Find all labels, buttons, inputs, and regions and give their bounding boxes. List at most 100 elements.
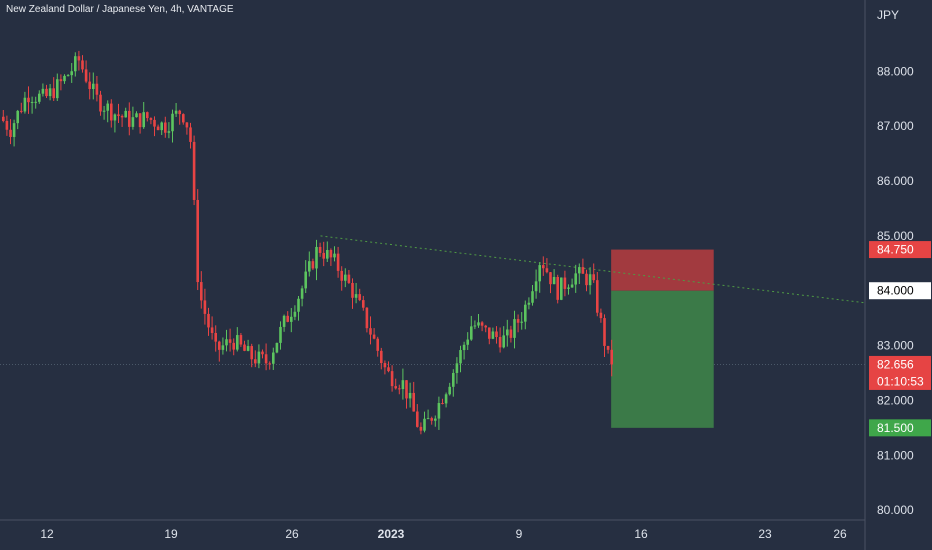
candle-body <box>394 386 397 389</box>
candle-body <box>340 270 343 281</box>
candle-body <box>336 253 340 271</box>
candle-body <box>326 250 329 259</box>
candle-body <box>23 97 27 112</box>
target-price-badge <box>869 419 931 437</box>
candle-body <box>164 122 167 133</box>
candle-body <box>106 103 109 111</box>
candle-body <box>542 265 545 269</box>
candle-body <box>372 334 376 339</box>
candle-body <box>534 281 538 292</box>
candle-body <box>124 110 127 118</box>
candle-body <box>225 339 228 346</box>
candle-body <box>552 276 556 285</box>
candle-body <box>27 97 30 103</box>
candle-body <box>509 329 513 338</box>
candle-body <box>236 335 239 350</box>
candle-body <box>520 321 523 323</box>
candle-body <box>516 319 520 323</box>
candle-body <box>185 122 189 128</box>
candle-body <box>444 394 448 404</box>
candle-body <box>329 250 333 258</box>
candle-body <box>462 344 466 351</box>
candle-body <box>293 311 297 317</box>
trendline[interactable] <box>320 235 866 304</box>
candle-body <box>66 75 70 77</box>
candle-body <box>95 83 99 95</box>
y-tick-label: 86.000 <box>877 174 914 188</box>
candle-body <box>113 114 117 121</box>
candle-body <box>549 272 552 285</box>
candle-body <box>596 280 599 313</box>
stop-price-label: 84.750 <box>877 243 914 257</box>
candle-body <box>588 274 592 286</box>
candle-body <box>599 312 603 319</box>
x-tick-label: 19 <box>164 527 178 541</box>
entry-price-label: 84.000 <box>877 284 914 298</box>
candle-body <box>304 271 307 289</box>
candle-body <box>2 116 5 121</box>
candle-body <box>272 352 275 364</box>
candle-body <box>473 325 477 327</box>
candle-body <box>156 126 160 131</box>
candle-body <box>380 350 383 364</box>
candle-body <box>92 83 95 90</box>
candle-body <box>120 115 124 118</box>
y-tick-label: 88.000 <box>877 64 914 78</box>
candle-body <box>178 110 181 115</box>
candle-body <box>279 326 282 343</box>
candle-body <box>484 325 487 328</box>
candle-body <box>290 316 293 322</box>
candle-body <box>419 426 423 431</box>
candle-body <box>592 274 595 281</box>
candle-body <box>488 327 491 339</box>
y-tick-label: 85.000 <box>877 229 914 243</box>
candle-body <box>333 253 336 258</box>
candle-body <box>228 339 232 343</box>
candle-body <box>563 277 567 289</box>
candle-body <box>142 112 145 128</box>
candle-body <box>110 103 113 121</box>
candle-body <box>160 122 163 131</box>
candle-body <box>286 315 289 322</box>
candle-body <box>214 333 217 342</box>
candle-body <box>423 418 426 431</box>
candle-body <box>9 129 12 137</box>
candle-body <box>610 349 613 365</box>
candle-body <box>200 282 203 301</box>
candle-body <box>495 331 498 338</box>
x-tick-label: 9 <box>516 527 523 541</box>
y-tick-label: 83.000 <box>877 339 914 353</box>
candle-body <box>239 335 243 345</box>
candle-body <box>192 141 196 200</box>
x-tick-label: 2023 <box>378 527 405 541</box>
candle-body <box>466 339 469 345</box>
candle-body <box>74 56 77 72</box>
candle-body <box>452 372 455 387</box>
candle-body <box>545 268 549 273</box>
candle-body <box>347 274 351 283</box>
candle-body <box>491 331 495 339</box>
candle-body <box>250 346 253 360</box>
candle-body <box>538 265 541 282</box>
x-tick-label: 12 <box>40 527 54 541</box>
candle-body <box>203 300 207 314</box>
candle-body <box>448 386 451 395</box>
stop-loss-zone[interactable] <box>611 249 714 291</box>
candle-body <box>149 118 153 120</box>
candle-body <box>311 261 315 269</box>
candle-body <box>182 114 185 123</box>
candle-body <box>315 246 318 269</box>
candle-body <box>455 363 459 373</box>
candle-body <box>246 346 250 351</box>
candle-body <box>56 79 59 99</box>
candle-body <box>135 113 138 118</box>
candle-body <box>513 319 516 338</box>
candle-body <box>416 411 419 427</box>
take-profit-zone[interactable] <box>611 290 714 428</box>
y-tick-label: 81.000 <box>877 448 914 462</box>
candle-body <box>470 326 473 340</box>
candle-body <box>524 304 527 322</box>
candle-body <box>531 291 534 303</box>
